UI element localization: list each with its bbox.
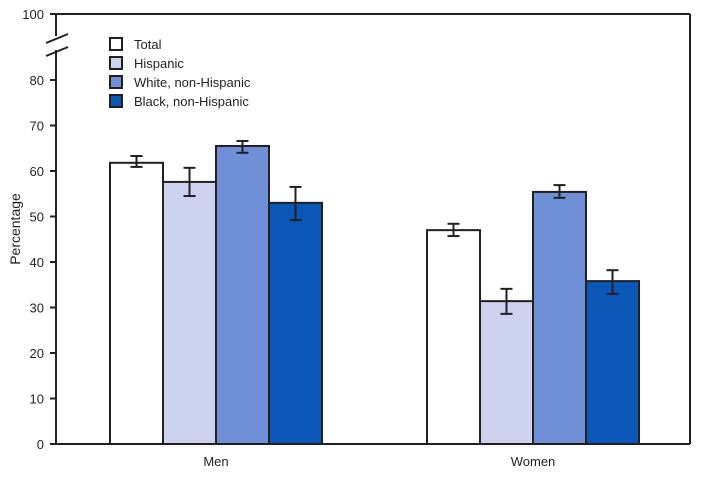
- axis-break-mark: [45, 33, 69, 44]
- bar: [532, 190, 587, 445]
- y-tick-label: 60: [30, 164, 44, 179]
- x-tick-label: Women: [511, 454, 556, 469]
- x-tick-label: Men: [203, 454, 228, 469]
- legend-swatch: [109, 56, 123, 70]
- y-tick-label: 100: [22, 7, 44, 22]
- legend-swatch: [109, 37, 123, 51]
- legend-label: Black, non-Hispanic: [134, 94, 249, 109]
- axis-break-mark: [45, 46, 69, 57]
- bar: [426, 229, 481, 445]
- legend-label: Total: [134, 37, 162, 52]
- bar: [109, 161, 164, 445]
- bar: [162, 180, 217, 445]
- y-tick-label: 80: [30, 73, 44, 88]
- y-tick-label: 0: [37, 437, 44, 452]
- y-tick-label: 30: [30, 301, 44, 316]
- legend-swatch: [109, 94, 123, 108]
- y-tick-label: 70: [30, 119, 44, 134]
- bar: [479, 300, 534, 445]
- legend-swatch: [109, 75, 123, 89]
- y-tick-label: 10: [30, 392, 44, 407]
- y-tick-label: 40: [30, 255, 44, 270]
- bar: [585, 280, 640, 445]
- legend-label: Hispanic: [134, 56, 184, 71]
- bar: [215, 144, 270, 445]
- y-tick-label: 50: [30, 210, 44, 225]
- legend-label: White, non-Hispanic: [134, 75, 251, 90]
- y-axis-label: Percentage: [7, 193, 23, 265]
- bar: [268, 201, 323, 445]
- y-tick-label: 20: [30, 346, 44, 361]
